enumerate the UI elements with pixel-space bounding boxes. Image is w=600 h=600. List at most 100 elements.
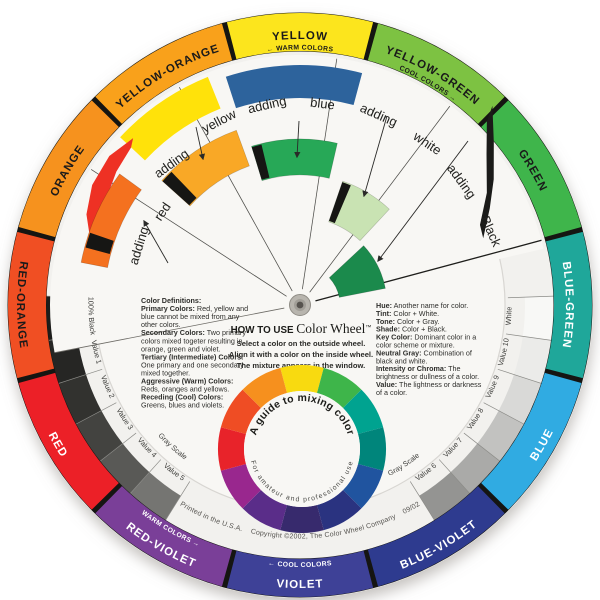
- ring-label-red-orange: RED-ORANGE: [14, 260, 29, 349]
- definition-right-line: Hue: Another name for color.: [376, 301, 468, 310]
- mix-arrow: [143, 219, 169, 264]
- mini-wheel-segment-10: [220, 389, 261, 434]
- value-tick: [497, 368, 542, 384]
- sector-word-blue: blue: [309, 95, 335, 113]
- value-tick: [507, 295, 554, 299]
- definition-right-line: Value: The lightness or darkness: [376, 380, 482, 389]
- wedge-line: [178, 87, 293, 292]
- definition-left-line: One primary and one secondary: [141, 360, 244, 369]
- blue-patch: [225, 65, 363, 109]
- value-tick: [505, 333, 552, 341]
- center-rivet-hole: [296, 301, 304, 309]
- mini-wheel-segment-3: [358, 427, 387, 471]
- ring-segment-red-orange[interactable]: [7, 231, 55, 379]
- wedge-line-dark: [54, 307, 285, 354]
- ring-segment-blue-green[interactable]: [545, 231, 593, 379]
- value-tick: [483, 402, 525, 425]
- definition-right-line: black and white.: [376, 356, 428, 365]
- gray-patch-value-7: [450, 443, 501, 494]
- definition-left-line: Color Definitions:: [141, 296, 201, 305]
- definition-left-line: orange, green and violet.: [141, 344, 221, 353]
- gray-patch-value-2: [58, 374, 102, 425]
- how-to-use-heading: HOW TO USE Color Wheel™: [231, 321, 372, 336]
- gray-patch-value-9: [498, 374, 542, 425]
- instruction-line: Align it with a color on the inside whee…: [229, 350, 373, 359]
- value-tick: [58, 368, 103, 384]
- window-stripe: [328, 182, 351, 224]
- mini-wheel-segment-1: [317, 367, 362, 408]
- gray-patch-value-8: [477, 410, 525, 462]
- mini-wheel-segment-9: [217, 427, 246, 471]
- definition-left-line: Tertiary (Intermediate) Colors:: [141, 352, 244, 361]
- instruction-line: Select a color on the outside wheel.: [237, 339, 366, 348]
- definition-right-line: color scheme or mixture.: [376, 341, 455, 350]
- top-disc[interactable]: [49, 54, 544, 510]
- mix-arrow: [195, 126, 206, 161]
- ring-segment-yellow-orange[interactable]: [95, 23, 233, 124]
- value-label-white: White: [504, 307, 514, 326]
- value-tick: [165, 481, 191, 521]
- ring-segment-blue-violet[interactable]: [367, 486, 505, 587]
- definition-right-line: Intensity or Chroma: The: [376, 364, 461, 373]
- ring-segment-red[interactable]: [18, 372, 119, 510]
- definition-right-line: Key Color: Dominant color in a: [376, 333, 476, 342]
- gray-patch-white: [522, 296, 555, 341]
- ring-segment-red-violet[interactable]: [95, 486, 233, 587]
- window-stripe: [85, 232, 114, 255]
- mini-wheel-segment-7: [242, 490, 287, 531]
- window-stripe: [251, 144, 270, 180]
- ring-sublabel-violet: ← COOL COLORS: [268, 560, 333, 569]
- gray-patch-value-4: [99, 443, 150, 494]
- definition-left-line: Greens, blues and violets.: [141, 401, 224, 410]
- window-stripe: [162, 171, 197, 206]
- value-tick: [463, 432, 501, 462]
- definition-left-line: mixed together.: [141, 368, 190, 377]
- black-pointer: [479, 105, 494, 239]
- value-tick: [409, 481, 435, 521]
- definition-left-line: Secondary Colors: Two primary: [141, 328, 246, 337]
- mini-wheel-segment-6: [280, 505, 324, 534]
- mini-wheel-center: [244, 391, 360, 507]
- mini-wheel-segment-5: [317, 490, 362, 531]
- ring-label-blue-green: BLUE-GREEN: [560, 261, 575, 349]
- ring-segment-yellow-green[interactable]: [367, 23, 505, 124]
- ring-segment-yellow[interactable]: [226, 12, 374, 60]
- value-tick: [129, 459, 162, 494]
- mini-wheel-segment-4: [343, 464, 384, 509]
- ring-label-yellow: YELLOW: [272, 30, 329, 43]
- definition-left-line: colors mixed togeter resulting in: [141, 336, 242, 345]
- ring-segment-blue[interactable]: [481, 372, 582, 510]
- definition-right-line: brightness or dullness of a color.: [376, 372, 479, 381]
- mix-arrow: [294, 120, 301, 159]
- mix-arrow: [362, 115, 388, 198]
- window-adding-blue: [251, 138, 338, 182]
- ring-segment-green[interactable]: [481, 100, 582, 238]
- gray-patch-value-6: [419, 472, 470, 521]
- mini-wheel-segment-2: [343, 389, 384, 434]
- wedge-line: [309, 105, 451, 293]
- mini-wheel-segment-0: [280, 364, 324, 393]
- definition-left-line: Receding (Cool) Colors:: [141, 393, 223, 402]
- gray-patch-value-10: [513, 336, 552, 384]
- definition-right-line: Tint: Color + White.: [376, 309, 439, 318]
- definition-right-line: Tone: Color + Gray.: [376, 317, 439, 326]
- ring-segment-violet[interactable]: [226, 550, 374, 598]
- value-label-100-black: 100% Black: [86, 297, 97, 336]
- mix-arrow: [377, 140, 469, 263]
- window-adding-black: [328, 245, 386, 298]
- definition-left-line: Primary Colors: Red, yellow and: [141, 304, 248, 313]
- ring-sublabel-yellow: ← WARM COLORS: [266, 44, 333, 53]
- mini-wheel-segment-8: [220, 464, 261, 509]
- value-tick: [75, 402, 117, 425]
- definition-left-line: blue cannot be mixed from any: [141, 312, 240, 321]
- value-tick: [99, 432, 137, 462]
- definition-left-line: Reds, oranges and yellows.: [141, 385, 229, 394]
- definition-right-line: of a color.: [376, 388, 407, 397]
- ring-label-violet: VIOLET: [276, 578, 324, 591]
- gray-patch-value-5: [130, 472, 181, 521]
- yellow-patch: [120, 76, 221, 161]
- ring-segment-orange[interactable]: [18, 100, 119, 238]
- gray-patch-value-3: [75, 410, 123, 462]
